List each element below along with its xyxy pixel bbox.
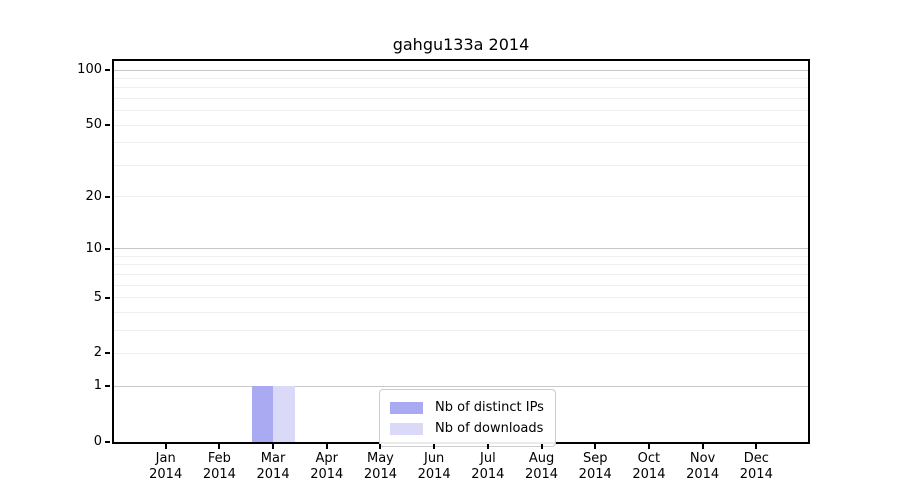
- minor-gridline: [114, 87, 808, 89]
- minor-gridline: [114, 97, 808, 99]
- y-tick-mark: [105, 441, 110, 443]
- y-tick-label: 1: [93, 378, 102, 394]
- minor-gridline: [114, 196, 808, 198]
- minor-gridline: [114, 284, 808, 286]
- minor-gridline: [114, 142, 808, 144]
- x-tick-label: Jun 2014: [417, 451, 451, 482]
- minor-gridline: [114, 255, 808, 257]
- minor-gridline: [114, 77, 808, 79]
- minor-gridline: [114, 273, 808, 275]
- bar-nb-of-distinct-ips: [251, 386, 274, 442]
- x-tick-label: Oct 2014: [632, 451, 666, 482]
- x-tick-mark: [540, 444, 543, 449]
- minor-gridline: [114, 329, 808, 331]
- major-gridline: [114, 385, 808, 387]
- x-tick-mark: [647, 444, 650, 449]
- x-tick-label: May 2014: [363, 451, 397, 482]
- y-tick-label: 0: [93, 434, 102, 449]
- y-tick-mark: [105, 352, 110, 355]
- minor-gridline: [114, 352, 808, 354]
- legend: Nb of distinct IPs Nb of downloads: [379, 389, 556, 447]
- x-tick-label: Apr 2014: [310, 451, 344, 482]
- x-tick-label: Jul 2014: [471, 451, 505, 482]
- minor-gridline: [114, 297, 808, 299]
- legend-item-distinct-ips: Nb of distinct IPs: [390, 397, 544, 418]
- y-tick-mark: [105, 296, 110, 299]
- x-tick-mark: [594, 444, 597, 449]
- x-tick-label: Sep 2014: [578, 451, 612, 482]
- y-tick-mark: [105, 247, 110, 250]
- x-tick-label: Jan 2014: [149, 451, 183, 482]
- minor-gridline: [114, 164, 808, 166]
- legend-item-downloads: Nb of downloads: [390, 418, 544, 439]
- x-tick-mark: [325, 444, 328, 449]
- legend-swatch-downloads: [390, 422, 423, 435]
- y-tick-label: 10: [85, 240, 102, 256]
- legend-label-distinct-ips: Nb of distinct IPs: [435, 399, 544, 415]
- major-gridline: [114, 69, 808, 71]
- y-tick-mark: [105, 195, 110, 198]
- x-tick-label: Aug 2014: [524, 451, 559, 482]
- x-tick-mark: [755, 444, 758, 449]
- y-tick-label: 5: [93, 289, 102, 305]
- x-tick-label: Nov 2014: [686, 451, 720, 482]
- y-tick-label: 20: [85, 188, 102, 204]
- bar-nb-of-downloads: [273, 386, 295, 442]
- minor-gridline: [114, 124, 808, 126]
- y-tick-mark: [105, 385, 110, 388]
- x-tick-label: Dec 2014: [739, 451, 773, 482]
- minor-gridline: [114, 264, 808, 266]
- y-tick-label: 100: [77, 62, 102, 77]
- x-tick-mark: [486, 444, 489, 449]
- y-tick-label: 50: [85, 117, 102, 133]
- legend-swatch-distinct-ips: [390, 401, 423, 414]
- x-tick-mark: [701, 444, 704, 449]
- x-tick-mark: [164, 444, 167, 449]
- x-tick-mark: [433, 444, 436, 449]
- chart-title: gahgu133a 2014: [392, 35, 530, 54]
- x-tick-mark: [218, 444, 221, 449]
- legend-label-downloads: Nb of downloads: [435, 420, 544, 436]
- x-tick-label: Mar 2014: [256, 451, 290, 482]
- y-tick-label: 2: [93, 345, 102, 361]
- y-tick-mark: [105, 69, 110, 71]
- y-tick-mark: [105, 124, 110, 127]
- x-tick-label: Feb 2014: [202, 451, 236, 482]
- major-gridline: [114, 248, 808, 250]
- x-tick-mark: [379, 444, 382, 449]
- minor-gridline: [114, 110, 808, 112]
- minor-gridline: [114, 311, 808, 313]
- plot-area: Nb of distinct IPs Nb of downloads: [112, 59, 810, 447]
- x-tick-mark: [272, 444, 275, 449]
